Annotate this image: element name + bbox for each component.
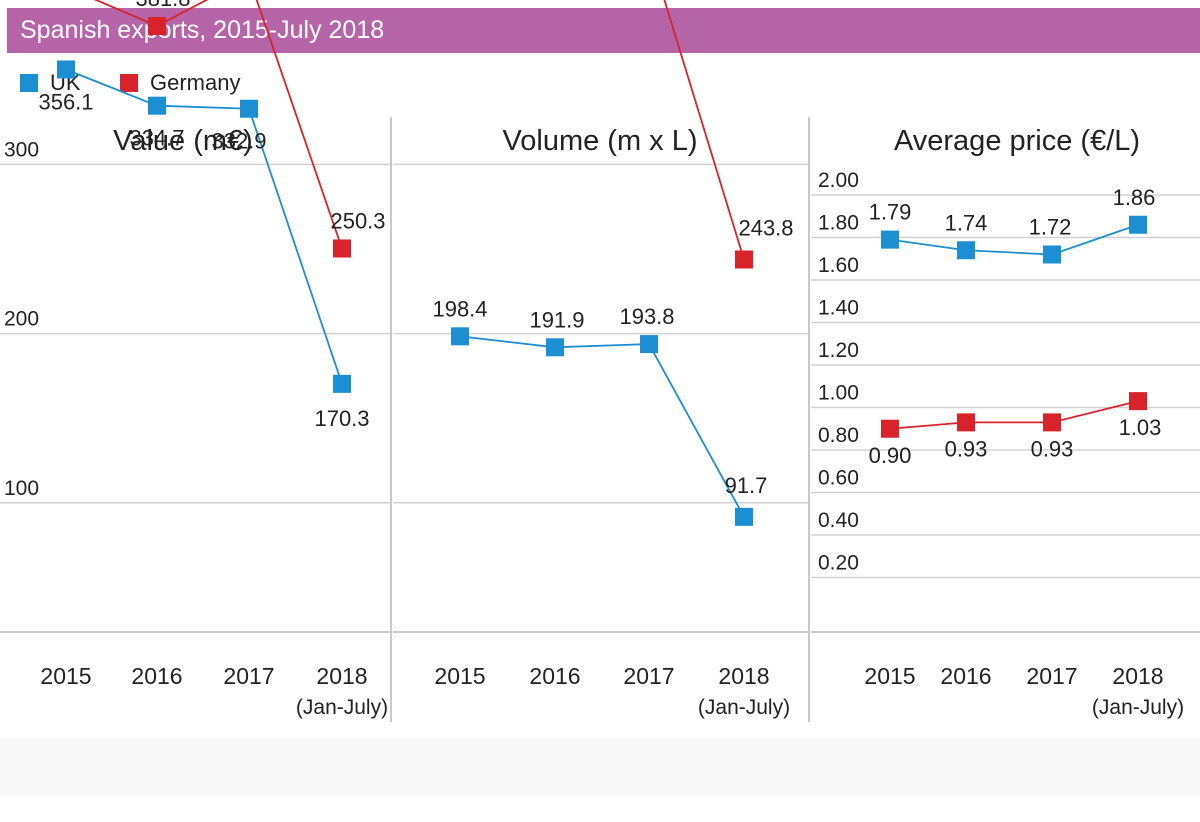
panel-title: Average price (€/L) [894, 125, 1140, 157]
y-tick-label: 1.00 [818, 382, 859, 405]
data-label: 1.79 [869, 200, 912, 225]
y-tick-label: 300 [4, 138, 39, 161]
x-tick-label: 2016 [529, 663, 580, 689]
x-tick-label: 2015 [864, 663, 915, 689]
x-tick-label: 2017 [1026, 663, 1077, 689]
series-line-germany [663, 0, 745, 260]
data-point-uk [1043, 245, 1061, 264]
y-tick-label: 100 [4, 477, 39, 500]
x-tick-label: 2017 [223, 663, 274, 689]
x-tick-label: 2016 [940, 663, 991, 689]
y-tick-label: 1.80 [818, 212, 859, 235]
series-line-germany [889, 400, 1139, 430]
data-label: 0.90 [869, 443, 912, 468]
legend-swatch-germany [120, 74, 138, 92]
data-label: 1.03 [1119, 415, 1162, 440]
data-label: 1.74 [945, 210, 988, 235]
data-label: 91.7 [725, 473, 768, 498]
data-point-germany [881, 419, 899, 438]
series-line-uk [459, 335, 745, 518]
footer-band [0, 738, 1200, 796]
data-point-germany [957, 413, 975, 432]
data-label: 193.8 [619, 304, 674, 329]
panel-title: Volume (m x L) [503, 125, 698, 157]
data-label: 250.3 [330, 208, 385, 233]
y-tick-label: 1.60 [818, 254, 859, 277]
x-tick-label: 2016 [131, 663, 182, 689]
x-tick-sublabel: (Jan-July) [1092, 696, 1184, 719]
y-tick-label: 2.00 [818, 169, 859, 192]
data-label: 243.8 [738, 215, 793, 240]
y-tick-label: 200 [4, 308, 39, 331]
data-point-uk [240, 99, 258, 118]
x-tick-label: 2018 [316, 663, 367, 689]
y-tick-label: 0.60 [818, 467, 859, 490]
data-label: 191.9 [529, 307, 584, 332]
data-point-uk [333, 374, 351, 393]
x-tick-label: 2017 [623, 663, 674, 689]
x-tick-label: 2015 [434, 663, 485, 689]
x-tick-label: 2015 [40, 663, 91, 689]
y-tick-label: 0.40 [818, 509, 859, 532]
series-line-uk [889, 223, 1139, 256]
data-label: 198.4 [432, 296, 487, 321]
chart-title: Spanish exports, 2015-July 2018 [7, 8, 1200, 53]
legend-swatch-uk [20, 74, 38, 92]
data-point-germany [1043, 413, 1061, 432]
data-label: 381.8 [135, 0, 190, 11]
legend-label-germany: Germany [150, 70, 241, 95]
y-tick-label: 1.40 [818, 297, 859, 320]
x-tick-label: 2018 [718, 663, 769, 689]
data-point-uk [1129, 215, 1147, 234]
x-tick-sublabel: (Jan-July) [296, 696, 388, 719]
data-point-uk [881, 230, 899, 249]
data-label: 170.3 [314, 406, 369, 431]
data-point-uk [957, 241, 975, 260]
data-point-germany [1129, 392, 1147, 411]
legend-item-germany: Germany [120, 70, 240, 96]
data-point-uk [57, 60, 75, 79]
y-tick-label: 0.80 [818, 424, 859, 447]
x-tick-sublabel: (Jan-July) [698, 696, 790, 719]
data-label: 1.72 [1029, 215, 1072, 240]
panel-title: Value (m€) [113, 125, 253, 157]
series-line-uk [65, 68, 343, 385]
data-point-uk [148, 96, 166, 115]
data-point-germany [735, 250, 753, 269]
data-label: 332.9 [211, 129, 266, 154]
data-point-uk [546, 338, 564, 357]
data-point-uk [640, 335, 658, 354]
data-point-germany [148, 16, 166, 35]
data-label: 1.86 [1113, 185, 1156, 210]
data-point-uk [451, 327, 469, 346]
data-label: 334.7 [129, 126, 184, 151]
data-label: 356.1 [38, 89, 93, 114]
y-tick-label: 1.20 [818, 339, 859, 362]
series-line-germany [93, 0, 343, 249]
data-point-uk [735, 507, 753, 526]
y-tick-label: 0.20 [818, 552, 859, 575]
data-point-germany [333, 239, 351, 258]
data-label: 0.93 [945, 436, 988, 461]
data-label: 0.93 [1031, 436, 1074, 461]
x-tick-label: 2018 [1112, 663, 1163, 689]
